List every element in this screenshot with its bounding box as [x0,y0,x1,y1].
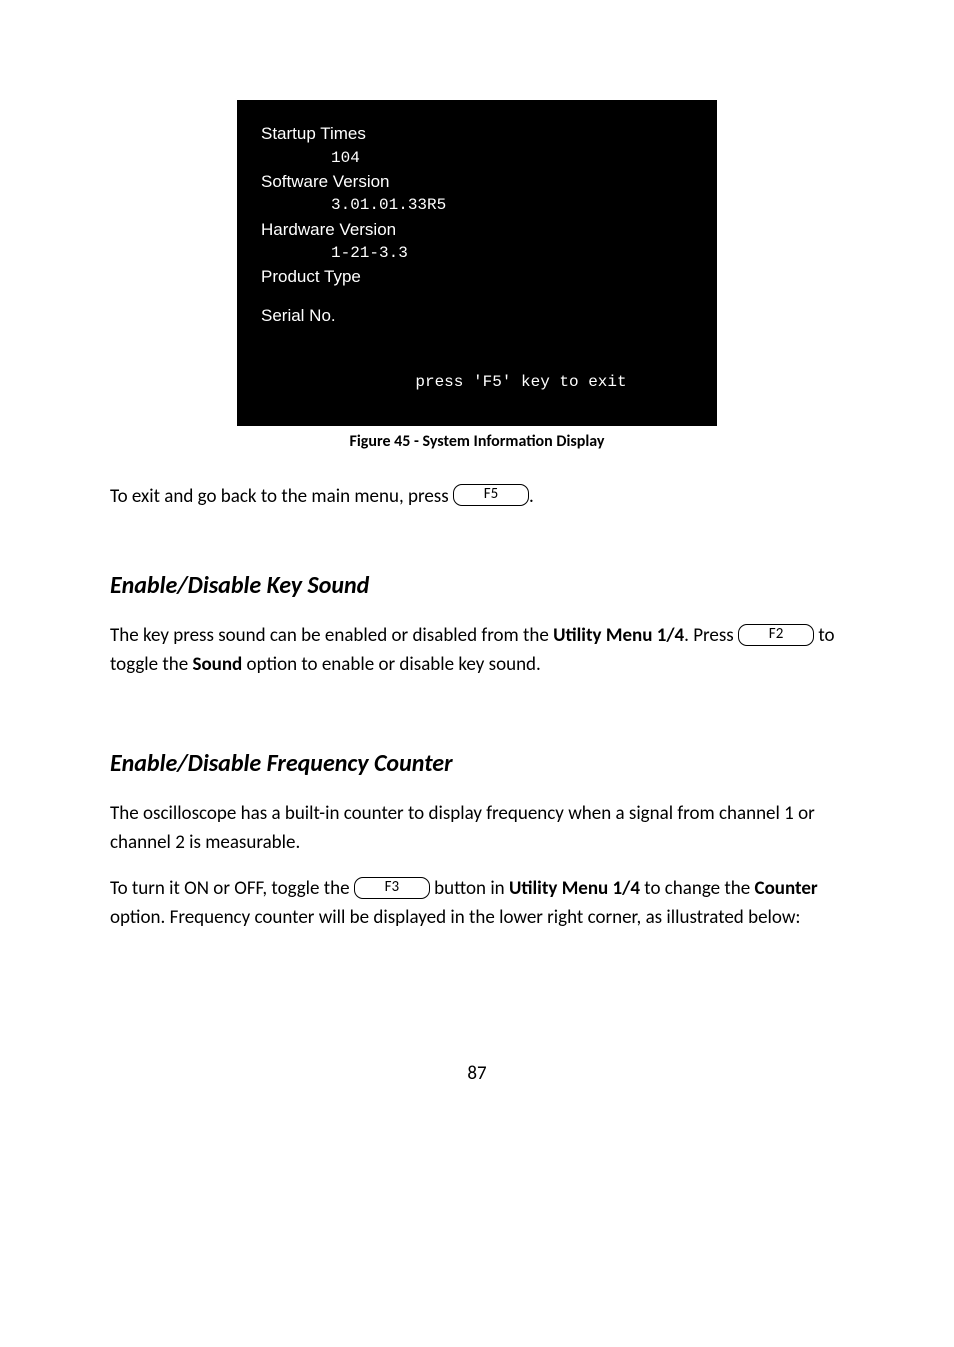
figure-block: Startup Times 104 Software Version 3.01.… [110,100,844,475]
exit-line-suffix: . [529,485,534,508]
sound-line1-suffix: . [684,624,689,647]
startup-times-label: Startup Times [261,122,691,147]
freq-p2-prefix: To turn it ON or OFF, toggle the [110,877,354,900]
freq-p1: The oscilloscope has a built-in counter … [110,800,844,857]
key-f3: F3 [354,877,430,899]
product-type-label: Product Type [261,265,691,290]
freq-p2-bold1: Utility Menu 1/4 [509,877,640,900]
freq-p2-mid1: button in [430,877,509,900]
sound-line2-prefix: Press [693,624,738,647]
page-container: Startup Times 104 Software Version 3.01.… [0,0,954,1145]
figure-caption: Figure 45 - System Information Display [350,432,605,451]
key-f5: F5 [453,484,529,506]
sound-line2-suffix: option to enable or disable key sound. [242,653,541,676]
exit-line-prefix: To exit and go back to the main menu, pr… [110,485,453,508]
page-number: 87 [110,1062,844,1085]
freq-body: The oscilloscope has a built-in counter … [110,800,844,932]
system-info-display: Startup Times 104 Software Version 3.01.… [237,100,717,426]
key-sound-body: The key press sound can be enabled or di… [110,622,844,679]
sound-line1-prefix: The key press sound can be enabled or di… [110,624,553,647]
hardware-version-label: Hardware Version [261,218,691,243]
software-version-value: 3.01.01.33R5 [261,194,691,217]
freq-p2-bold2: Counter [755,877,818,900]
exit-line: To exit and go back to the main menu, pr… [110,483,844,512]
exit-instruction: press 'F5' key to exit [261,371,691,394]
software-version-label: Software Version [261,170,691,195]
startup-times-value: 104 [261,147,691,170]
hardware-version-value: 1-21-3.3 [261,242,691,265]
sound-line1-bold: Utility Menu 1/4 [553,624,684,647]
freq-p2-suffix: option. Frequency counter will be displa… [110,906,801,929]
freq-p2-mid2: to change the [640,877,755,900]
key-f2: F2 [738,624,814,646]
serial-no-label: Serial No. [261,304,691,329]
sound-line2-bold: Sound [192,653,242,676]
heading-key-sound: Enable/Disable Key Sound [110,571,844,600]
heading-freq-counter: Enable/Disable Frequency Counter [110,749,844,778]
